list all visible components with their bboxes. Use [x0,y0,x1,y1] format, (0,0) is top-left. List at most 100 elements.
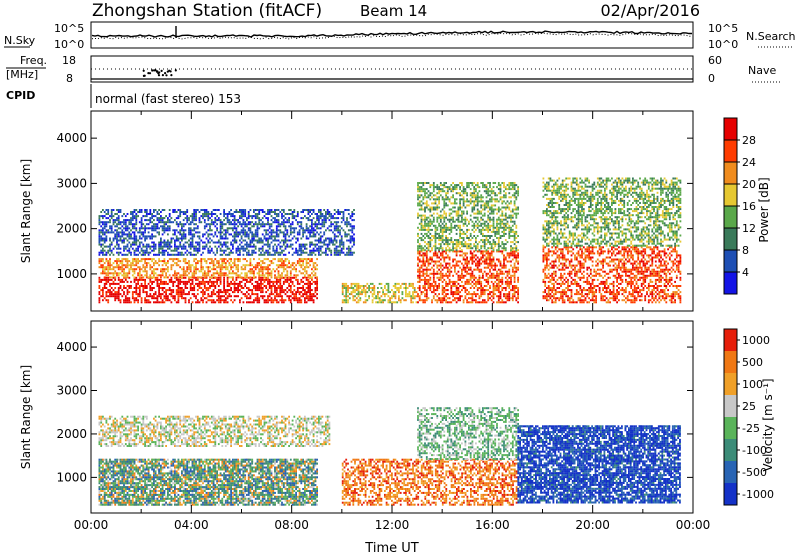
power-cell [455,250,458,253]
power-cell [133,258,136,261]
power-cell [457,224,460,227]
power-cell [98,301,101,304]
power-cell [177,272,180,275]
power-cell [261,282,264,285]
power-cell [188,266,190,269]
power-cell [418,278,421,281]
power-cell [441,216,444,219]
power-cell [212,221,215,224]
power-cell [471,262,474,265]
power-cell [170,280,173,283]
power-cell [499,262,502,265]
power-cell [188,301,190,304]
power-cell [446,237,449,239]
power-cell [279,225,282,228]
power-cell [198,260,201,263]
power-cell [420,222,423,225]
power-cell [168,229,171,232]
power-cell [209,295,211,298]
power-cell [117,211,120,213]
power-cell [161,217,164,220]
power-cell [193,258,196,261]
power-cell [258,239,261,242]
power-cell [145,295,148,298]
power-cell [330,239,333,242]
power-cell [191,274,194,277]
power-cell [274,217,276,220]
power-cell [109,264,111,267]
power-cell [226,278,229,281]
power-cell [142,251,145,254]
power-cell [117,215,120,218]
power-cell [175,274,178,277]
power-cell [254,235,257,238]
power-cell [156,253,159,256]
power-cell [247,235,250,238]
power-cell [311,299,313,302]
power-cell [347,221,350,224]
power-cell [457,192,460,195]
power-cell [177,247,180,250]
power-cell [167,253,169,256]
power-cell [103,266,106,269]
power-cell [279,293,282,296]
power-cell [503,293,505,296]
power-cell [117,233,120,236]
power-cell [179,266,182,269]
power-cell [445,239,447,242]
power-cell [398,291,400,294]
power-cell [105,295,108,298]
power-cell [261,253,264,256]
power-cell [112,295,115,298]
power-cell [429,278,432,281]
power-cell [425,224,428,227]
power-cell [347,287,349,289]
power-cell [454,285,456,287]
power-cell [325,229,327,232]
power-cell [506,299,509,302]
power-cell [342,211,345,213]
power-cell [179,280,182,283]
power-cell [246,245,248,248]
power-cell [142,223,145,226]
power-cell [226,227,229,230]
power-cell [307,278,310,281]
power-cell [448,262,451,265]
power-cell [174,276,176,279]
power-cell [432,252,435,255]
power-cell [424,287,426,289]
power-cell [510,274,512,277]
power-cell [219,237,222,240]
power-cell [153,253,155,256]
power-cell [165,262,167,265]
power-cell [137,247,139,250]
power-cell [497,250,500,253]
power-cell [133,241,136,244]
power-cell [184,280,187,283]
power-cell [309,258,311,261]
power-cell [487,282,490,285]
power-cell [247,280,250,283]
power-cell [441,268,444,271]
power-cell [462,301,465,304]
power-cell [340,243,343,246]
power-cell [476,256,479,259]
power-cell [186,219,189,222]
power-cell [504,289,507,292]
power-cell [124,272,127,275]
power-cell [98,229,101,232]
power-cell [412,287,414,289]
power-cell [230,295,232,298]
power-cell [318,219,320,222]
power-cell [296,237,299,240]
power-cell [242,278,245,281]
power-cell [151,270,153,273]
power-cell [452,282,454,285]
power-cell [429,245,432,248]
power-cell [478,287,481,289]
power-cell [221,258,224,261]
power-cell [427,224,430,227]
power-cell [418,228,421,231]
power-cell [454,247,456,250]
power-cell [302,293,304,296]
